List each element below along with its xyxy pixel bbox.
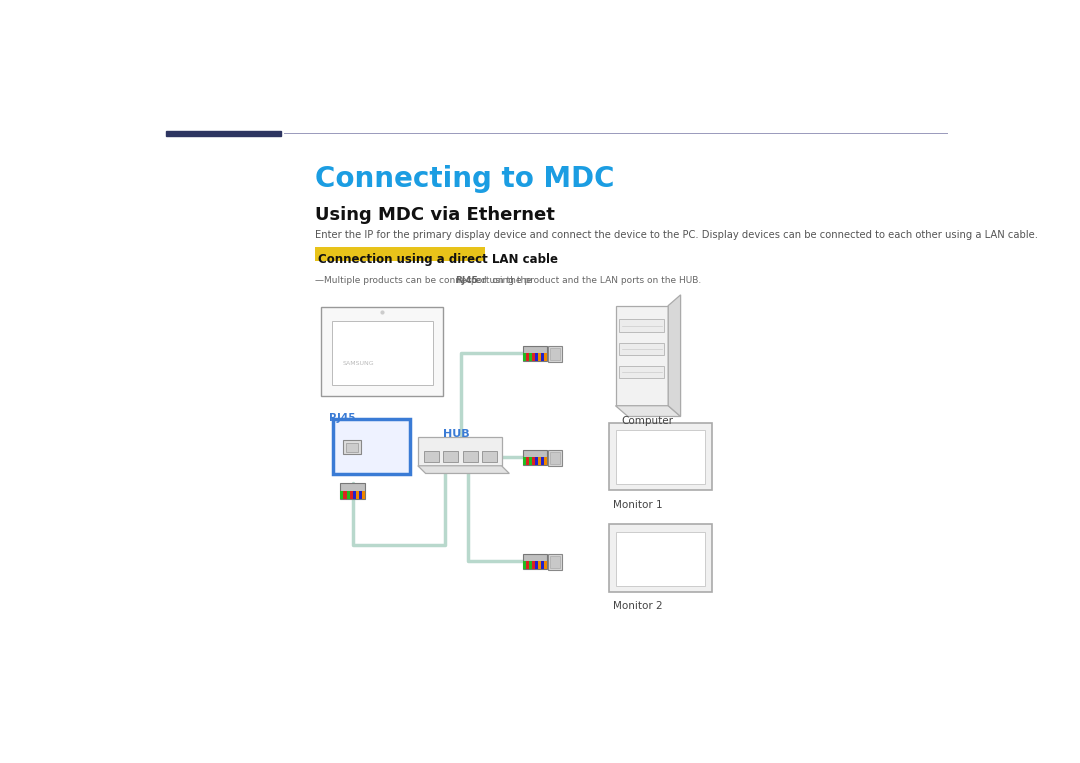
Text: HUB: HUB (443, 429, 470, 439)
Bar (535, 562, 538, 569)
Bar (332, 321, 433, 385)
Bar (619, 320, 664, 332)
Bar (350, 491, 353, 499)
Bar (523, 353, 526, 361)
Bar (321, 307, 444, 396)
Text: RJ45: RJ45 (328, 413, 355, 423)
Text: —: — (314, 276, 324, 285)
Bar (531, 457, 535, 465)
Bar (346, 443, 359, 452)
Bar (353, 491, 356, 499)
Bar (356, 491, 359, 499)
Bar (314, 247, 485, 261)
Bar (526, 457, 529, 465)
Bar (548, 346, 562, 362)
Bar (541, 562, 544, 569)
Bar (538, 353, 541, 361)
Bar (362, 491, 365, 499)
Bar (550, 556, 561, 568)
Text: port on the product and the LAN ports on the HUB.: port on the product and the LAN ports on… (469, 276, 702, 285)
Text: Computer: Computer (622, 417, 674, 427)
Bar (529, 562, 531, 569)
Bar (482, 451, 497, 462)
Text: Monitor 2: Monitor 2 (613, 601, 663, 611)
Bar (340, 491, 343, 499)
Bar (529, 353, 531, 361)
Bar (616, 532, 705, 586)
Polygon shape (616, 406, 680, 417)
Bar (535, 353, 538, 361)
Bar (548, 555, 562, 570)
Bar (424, 451, 438, 462)
Bar (541, 353, 544, 361)
Bar (544, 562, 548, 569)
Bar (523, 562, 526, 569)
Text: Connecting to MDC: Connecting to MDC (314, 165, 615, 193)
Bar (619, 343, 664, 355)
Text: Enter the IP for the primary display device and connect the device to the PC. Di: Enter the IP for the primary display dev… (314, 230, 1038, 240)
Bar (166, 130, 281, 137)
Bar (541, 457, 544, 465)
Bar (523, 554, 548, 569)
Bar (333, 419, 410, 475)
Polygon shape (418, 465, 510, 474)
Bar (444, 451, 458, 462)
Bar (538, 562, 541, 569)
Bar (523, 457, 526, 465)
Bar (526, 353, 529, 361)
Text: RJ45: RJ45 (455, 276, 477, 285)
Bar (609, 423, 712, 491)
Bar (340, 484, 365, 499)
Text: Multiple products can be connected using the: Multiple products can be connected using… (324, 276, 535, 285)
Bar (418, 436, 501, 465)
Bar (544, 457, 548, 465)
Bar (463, 451, 477, 462)
Bar (531, 353, 535, 361)
Bar (347, 491, 350, 499)
Bar (523, 449, 548, 465)
Bar (616, 430, 705, 485)
Bar (619, 365, 664, 378)
Text: Connection using a direct LAN cable: Connection using a direct LAN cable (318, 253, 558, 266)
Text: SAMSUNG: SAMSUNG (342, 361, 375, 366)
Bar (548, 450, 562, 465)
Bar (550, 348, 561, 360)
Bar (359, 491, 362, 499)
Bar (523, 346, 548, 361)
Bar (609, 524, 712, 592)
Bar (526, 562, 529, 569)
Bar (531, 562, 535, 569)
Bar (538, 457, 541, 465)
Polygon shape (669, 295, 680, 417)
Bar (544, 353, 548, 361)
Bar (529, 457, 531, 465)
Text: Monitor 1: Monitor 1 (613, 500, 663, 510)
Bar (616, 306, 669, 406)
Bar (343, 491, 347, 499)
Bar (550, 452, 561, 464)
Bar (343, 440, 361, 454)
Bar (535, 457, 538, 465)
Text: Using MDC via Ethernet: Using MDC via Ethernet (314, 205, 555, 224)
